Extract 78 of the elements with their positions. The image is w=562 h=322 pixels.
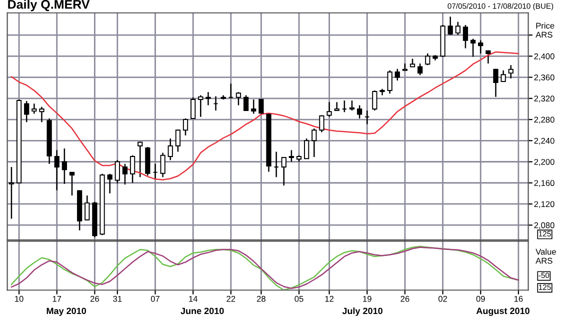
candlestick [448,16,453,36]
x-tick-label: 12 [325,296,334,302]
y-tick-label: 2,400 [534,53,554,60]
candlestick [372,90,378,112]
candlestick [394,68,400,82]
y-tick-label: 2,120 [534,201,554,208]
candlestick [334,101,340,112]
candlestick [160,152,166,178]
candlestick [69,172,75,196]
y-axis-title: Value ARS [536,248,556,264]
text: August 2010 [476,308,530,316]
y-axis-title: Price ARS [536,22,554,38]
candlestick [84,194,90,221]
x-tick-label: 07 [150,296,160,302]
candlestick [175,128,181,152]
candlestick [32,103,37,114]
x-tick-label: 22 [226,296,236,302]
candlestick [190,96,196,120]
candlestick [251,98,256,114]
candlestick [493,68,498,98]
candlestick [107,173,112,194]
candlestick [243,94,249,112]
line-series [10,51,520,180]
x-tick-label: 05 [294,296,304,302]
y-tick-label: 2,280 [534,116,554,124]
candlestick [425,52,430,66]
y-tick-label: 2,200 [534,158,554,166]
candlestick [462,24,468,49]
text: June 2010 [180,308,224,314]
y-tick-label: 2,240 [534,138,554,145]
y-tick-label: 2,320 [534,96,554,102]
x-tick-label: 31 [113,296,122,302]
candlestick [236,91,242,106]
x-tick-label: 19 [363,296,372,302]
candlestick [168,138,173,161]
text: July 2010 [342,307,382,316]
x-tick-label: 14 [189,296,198,302]
candlestick [182,118,188,136]
candlestick [39,106,44,123]
x-tick-label: 10 [15,296,24,302]
x-tick-label: 16 [514,296,523,302]
candlestick [288,150,294,162]
y-tick-label: 2,360 [534,74,554,82]
candlestick [281,156,286,186]
x-tick-label: 26 [90,296,99,302]
x-tick-label: 09 [476,296,485,302]
candlestick [470,38,476,58]
chart-title: Daily Q.MERV [8,0,90,12]
candlestick [455,21,460,36]
candlestick [138,141,143,178]
candlestick [258,98,264,114]
candlestick [62,148,67,185]
text: May 2010 [46,308,86,316]
x-tick-label: 28 [256,296,266,302]
candlestick [486,50,491,64]
candlestick [24,100,30,123]
candlestick [349,100,355,112]
candlestick [418,62,423,76]
candlestick [122,163,128,186]
candlestick [206,91,211,106]
x-tick-label: 26 [400,296,410,302]
candlestick [478,40,484,54]
x-tick-label: 02 [438,296,447,302]
candlestick [198,94,204,118]
candlestick [130,154,136,184]
candlestick [387,70,392,94]
candlestick [114,160,120,184]
candlestick [312,128,317,158]
candlestick [304,138,310,160]
candlestick [508,64,514,79]
candlestick [319,114,324,133]
candlestick [356,104,362,120]
candlestick [54,150,60,191]
y-tick-label: 2,160 [534,180,554,187]
x-tick-label: 17 [52,296,62,302]
y-tick-label: 2,080 [534,222,554,230]
candlestick [326,101,332,118]
candlestick [8,166,14,220]
